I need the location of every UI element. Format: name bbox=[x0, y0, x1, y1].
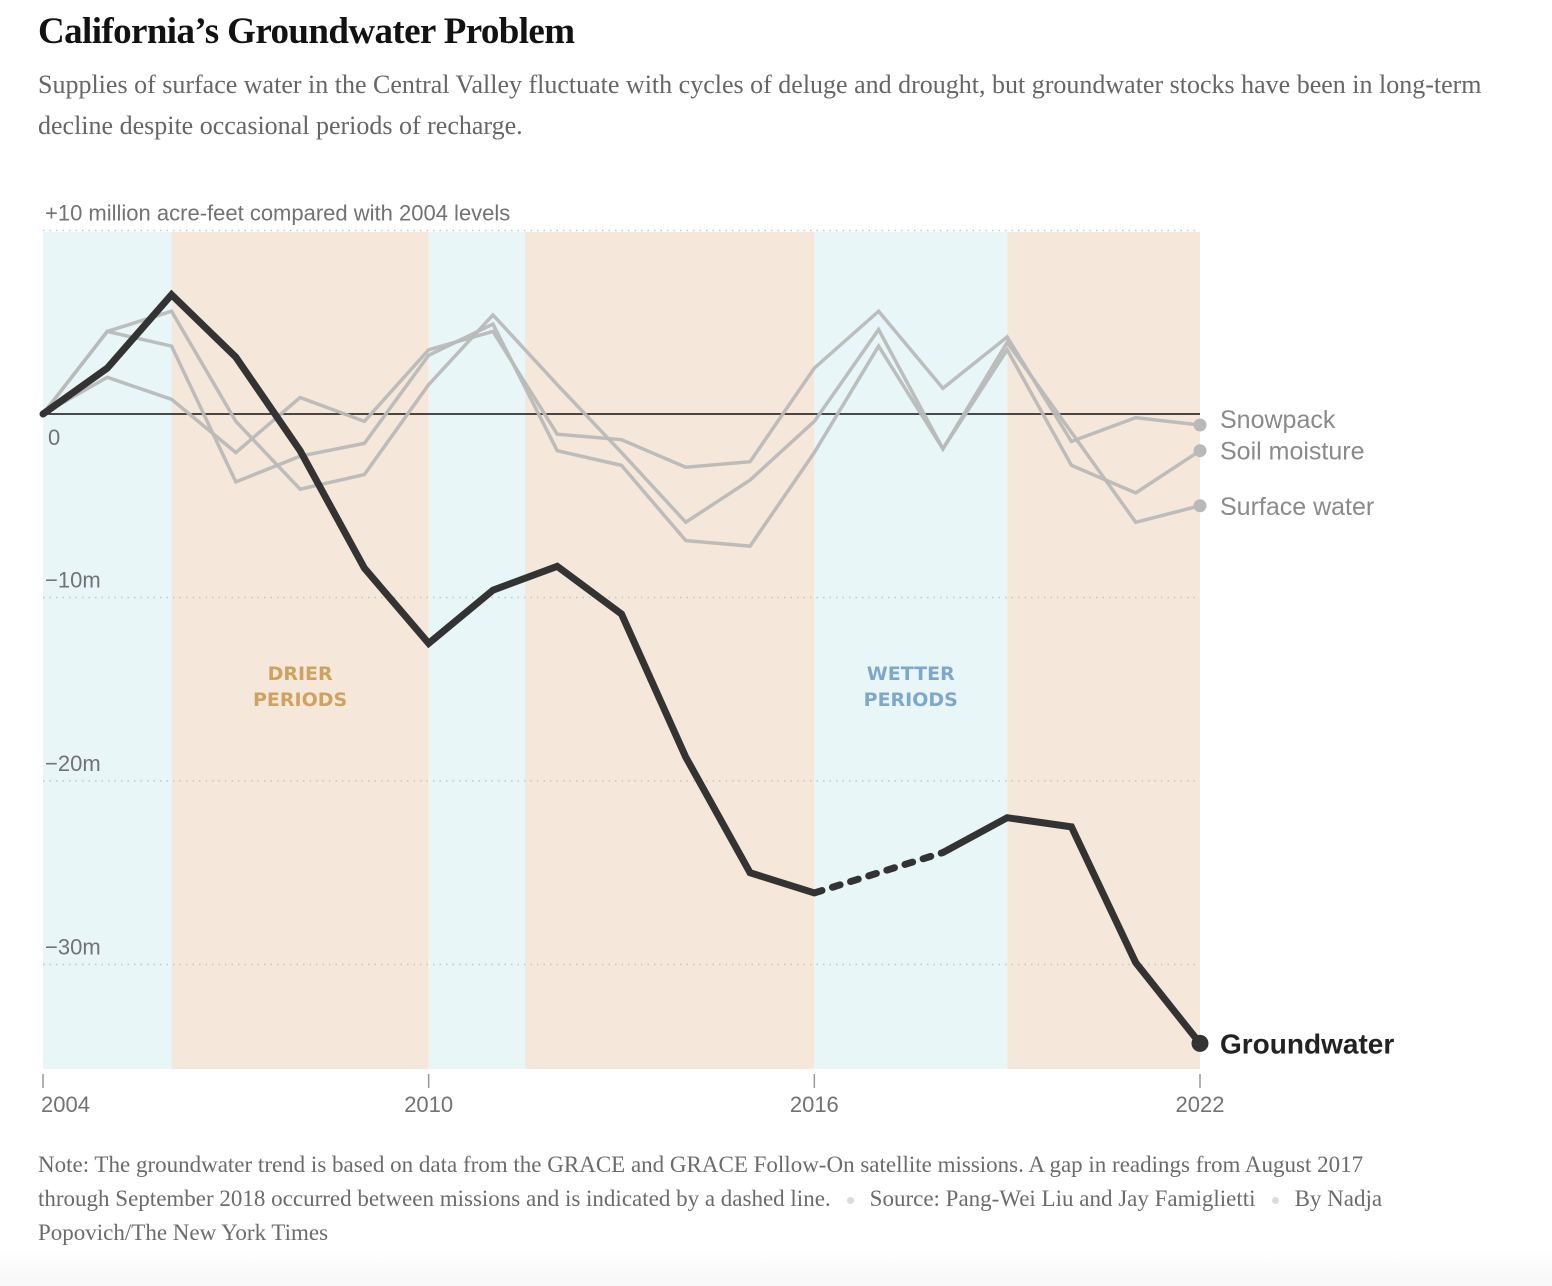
y-tick-label: +10 million acre-feet compared with 2004… bbox=[45, 201, 510, 226]
wetter-periods-label: PERIODS bbox=[864, 689, 958, 711]
groundwater-chart: DRIER PERIODS WETTER PERIODS Snowpack Soil m… bbox=[39, 201, 1394, 1118]
drier-period-band bbox=[1007, 232, 1200, 1069]
snowpack-line bbox=[42, 308, 1201, 469]
y-tick-label: −30m bbox=[45, 935, 101, 960]
surface-water-label: Surface water bbox=[1220, 493, 1374, 521]
groundwater-line bbox=[40, 289, 816, 897]
groundwater-gap-dashed-line bbox=[810, 849, 947, 897]
groundwater-line bbox=[941, 814, 1203, 1046]
separator-dot bbox=[1271, 1197, 1279, 1205]
wetter-periods-label: WETTER bbox=[867, 663, 955, 685]
soil-moisture-label: Soil moisture bbox=[1220, 438, 1365, 466]
wetter-period-band bbox=[428, 232, 526, 1069]
x-tick-label: 2010 bbox=[404, 1092, 453, 1117]
groundwater-label: Groundwater bbox=[1220, 1028, 1394, 1059]
snowpack-end-marker bbox=[1193, 418, 1207, 432]
x-tick-label: 2016 bbox=[790, 1092, 839, 1117]
y-tick-label: 0 bbox=[48, 425, 60, 450]
period-bands bbox=[43, 232, 1200, 1069]
drier-periods-label: DRIER bbox=[268, 663, 333, 685]
gridlines bbox=[43, 229, 1200, 966]
separator-dot bbox=[846, 1197, 854, 1205]
y-tick-label: −20m bbox=[45, 751, 101, 776]
drier-periods-label: PERIODS bbox=[253, 689, 347, 711]
chart-note: Note: The groundwater trend is based on … bbox=[38, 1148, 1438, 1250]
axes: +10 million acre-feet compared with 2004… bbox=[41, 201, 1224, 1118]
series-labels: Snowpack Soil moisture Surface water Ground… bbox=[1191, 406, 1394, 1059]
soil-moisture-end-marker bbox=[1193, 444, 1207, 458]
snowpack-label: Snowpack bbox=[1220, 406, 1336, 434]
y-tick-label: −10m bbox=[45, 568, 101, 593]
period-annotations: DRIER PERIODS WETTER PERIODS bbox=[253, 663, 958, 711]
byline: By Nadja Popovich/The New York Times bbox=[38, 1186, 1383, 1245]
surface-water-end-marker bbox=[1193, 499, 1207, 513]
source-credit: Source: Pang-Wei Liu and Jay Famiglietti bbox=[869, 1186, 1256, 1211]
drier-period-band bbox=[171, 232, 429, 1069]
chart-title: California’s Groundwater Problem bbox=[38, 11, 575, 52]
surface-water-line bbox=[41, 309, 1201, 525]
groundwater-end-marker bbox=[1191, 1034, 1209, 1052]
chart-subtitle: Supplies of surface water in the Central… bbox=[38, 70, 1482, 140]
note-text: Note: The groundwater trend is based on … bbox=[38, 1152, 1364, 1211]
wetter-period-band bbox=[814, 232, 1008, 1069]
soil-moisture-line bbox=[41, 321, 1201, 548]
series-lines bbox=[39, 289, 1203, 1046]
x-tick-label: 2004 bbox=[41, 1092, 90, 1117]
start-marker bbox=[39, 410, 47, 418]
x-tick-label: 2022 bbox=[1176, 1092, 1225, 1117]
drier-period-band bbox=[525, 232, 815, 1069]
